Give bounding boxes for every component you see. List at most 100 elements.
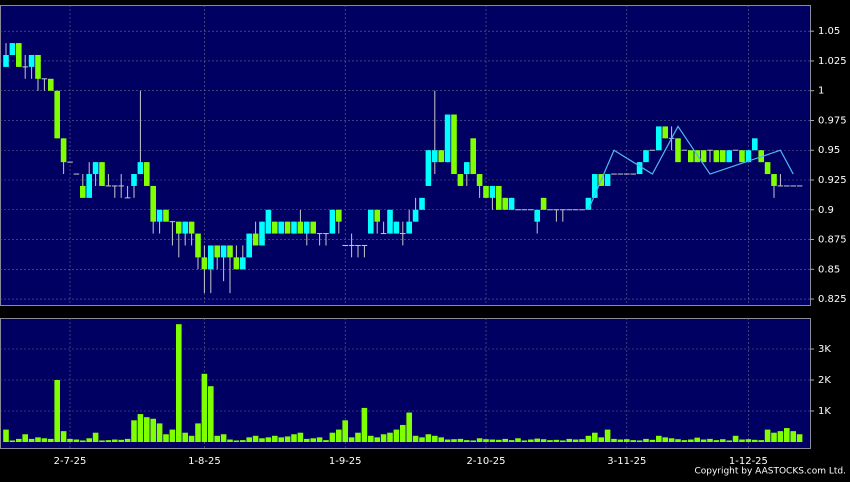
volume-bar — [432, 435, 438, 442]
volume-bar — [233, 440, 240, 442]
candle-body — [393, 221, 400, 234]
y-tick-label: 0.975 — [818, 115, 847, 126]
volume-bar — [758, 440, 764, 442]
volume-bar — [323, 440, 329, 442]
candle-body — [310, 221, 316, 234]
candle-body — [28, 55, 35, 67]
candle-body — [144, 162, 150, 186]
volume-bar — [790, 431, 796, 442]
volume-bar — [784, 428, 790, 442]
y-tick-label: 0.925 — [818, 175, 847, 186]
candle-body — [131, 174, 137, 186]
candle-body — [67, 161, 73, 163]
candle-body — [208, 245, 214, 270]
candle-body — [617, 173, 624, 175]
candle-body — [496, 185, 502, 210]
candle-body — [35, 55, 41, 79]
candle-body — [611, 173, 617, 175]
volume-bar — [419, 437, 425, 442]
volume-bar — [291, 434, 297, 442]
volume-bar — [355, 432, 361, 442]
candle-body — [483, 185, 489, 198]
candle-body — [272, 221, 278, 234]
candle-body — [412, 209, 419, 222]
candle-body — [214, 245, 220, 258]
volume-bar — [662, 437, 668, 442]
volume-bar — [9, 440, 16, 442]
volume-bar — [278, 437, 284, 442]
volume-bar — [451, 439, 457, 442]
candle-body — [572, 209, 579, 211]
candle-body — [720, 150, 726, 163]
volume-bar — [67, 438, 73, 442]
volume-bar — [380, 434, 387, 442]
volume-bar — [393, 429, 400, 442]
y-tick-label: 1.025 — [818, 56, 847, 67]
volume-bar — [374, 437, 380, 442]
candle-body — [124, 197, 131, 199]
volume-bar — [86, 438, 92, 442]
volume-bar — [246, 437, 252, 442]
volume-bar — [28, 438, 35, 442]
volume-bar — [201, 373, 208, 442]
candle-body — [624, 173, 630, 175]
volume-bar — [611, 438, 617, 442]
candle-body — [86, 174, 92, 198]
candle-body — [118, 185, 124, 187]
volume-bar — [406, 412, 412, 442]
candle-body — [521, 209, 528, 211]
volume-bar — [476, 438, 483, 442]
volume-bar — [316, 437, 323, 442]
volume-bar — [412, 435, 419, 442]
volume-bar — [188, 435, 195, 442]
candle-body — [432, 150, 438, 163]
volume-bar — [688, 439, 694, 442]
y-tick-label: 0.9 — [818, 205, 834, 216]
volume-bar — [304, 438, 310, 442]
candle-body — [707, 149, 713, 151]
volume-bar — [297, 432, 304, 442]
volume-bar — [720, 439, 726, 442]
candle-body — [739, 150, 745, 163]
candle-body — [476, 174, 483, 186]
volume-bar — [604, 429, 611, 442]
volume-bar — [336, 429, 342, 442]
volume-bar — [566, 438, 572, 442]
volume-bar — [496, 439, 502, 442]
volume-bar — [60, 431, 67, 442]
candle-body — [355, 244, 361, 246]
volume-bar — [489, 439, 496, 442]
volume-bar — [329, 432, 336, 442]
volume-bar — [502, 438, 508, 442]
x-tick-label: 2-10-25 — [466, 456, 505, 467]
volume-bar — [163, 434, 169, 442]
volume-bar — [643, 438, 649, 442]
volume-bar — [105, 440, 112, 442]
volume-bar — [137, 414, 144, 442]
volume-bar — [534, 438, 540, 442]
candle-body — [681, 149, 688, 151]
y-tick-label: 3K — [818, 344, 831, 355]
volume-bar — [342, 420, 348, 442]
candle-body — [579, 209, 585, 211]
candle-body — [22, 66, 28, 68]
candle-body — [150, 185, 156, 222]
volume-bar — [220, 434, 227, 442]
candle-body — [48, 78, 54, 91]
candle-body — [630, 173, 636, 175]
volume-bar — [99, 440, 105, 442]
candle-body — [278, 221, 284, 234]
volume-bar — [515, 438, 521, 442]
volume-bar — [54, 380, 60, 442]
candle-body — [534, 209, 540, 222]
volume-bar — [348, 437, 355, 442]
volume-bar — [598, 437, 604, 442]
candle-body — [316, 233, 323, 235]
candle-body — [464, 162, 470, 175]
candle-body — [457, 174, 464, 186]
candle-body — [502, 197, 508, 210]
volume-bar — [540, 439, 547, 442]
volume-bar — [777, 431, 784, 442]
candle-body — [374, 209, 380, 222]
volume-bar — [182, 432, 188, 442]
